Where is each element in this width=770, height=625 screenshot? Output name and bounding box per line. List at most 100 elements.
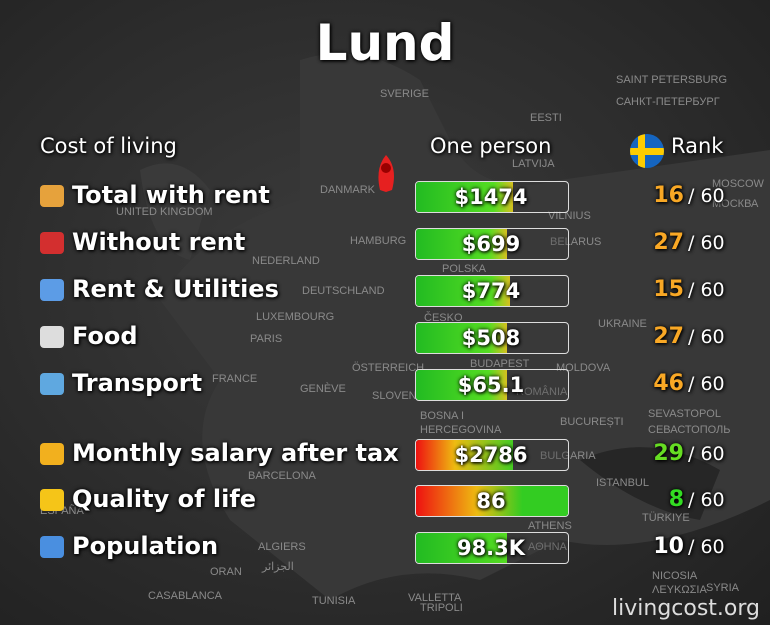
row-label: Food — [72, 322, 138, 350]
row-rank: 46 — [653, 371, 684, 396]
map-label: ČESKO — [424, 312, 463, 324]
map-label: DANMARK — [320, 184, 376, 196]
map-label: BOSNA I — [420, 410, 465, 422]
row-rank: 29 — [653, 441, 684, 466]
bar — [415, 322, 569, 354]
map-label: TÜRKIYE — [642, 512, 690, 524]
map-label: NICOSIA — [652, 570, 698, 582]
row-rank: 27 — [653, 324, 684, 349]
map-label: BULGARIA — [540, 450, 596, 462]
row-rank: 27 — [653, 230, 684, 255]
rank-total: / 60 — [688, 185, 725, 207]
row-rank: 16 — [653, 183, 684, 208]
map-label: ΑΘΗΝΑ — [528, 541, 567, 553]
row-label: Without rent — [72, 228, 246, 256]
map-label: BUCUREȘTI — [560, 416, 624, 428]
map-label: CASABLANCA — [148, 590, 222, 602]
map-label: POLSKA — [442, 263, 487, 275]
map-label: TUNISIA — [312, 595, 356, 607]
map-label: ÖSTERREICH — [352, 362, 425, 374]
map-label: SYRIA — [706, 582, 740, 594]
row-label: Quality of life — [72, 485, 257, 513]
row-label: Total with rent — [72, 181, 270, 209]
bar — [415, 369, 569, 401]
map-label: HAMBURG — [350, 235, 407, 247]
bar — [415, 485, 569, 517]
map-label: UNITED KINGDOM — [116, 206, 213, 218]
row-value: $774 — [461, 279, 521, 303]
header-rank: Rank — [671, 134, 724, 158]
map-label: ISTANBUL — [596, 477, 649, 489]
rank-total: / 60 — [688, 373, 725, 395]
map-label: МОСКВА — [712, 198, 759, 210]
row-label: Population — [72, 532, 219, 560]
header-column: One person — [430, 134, 552, 158]
row-value: $699 — [461, 232, 521, 256]
rank-total: / 60 — [688, 489, 725, 511]
title: Lund — [315, 14, 455, 72]
row-label: Monthly salary after tax — [72, 439, 399, 467]
row-value: 86 — [476, 489, 506, 513]
row-value: $1474 — [454, 185, 528, 209]
bar-fill — [416, 486, 568, 516]
map-label: EESTI — [530, 112, 562, 124]
bar-fill — [416, 323, 508, 353]
map-label: MOLDOVA — [556, 362, 611, 374]
map-label: ATHENS — [528, 520, 572, 532]
map-label: FRANCE — [212, 373, 258, 385]
bar-fill — [416, 182, 514, 212]
map-label: HERCEGOVINA — [420, 424, 502, 436]
rank-total: / 60 — [688, 326, 725, 348]
bar — [415, 275, 569, 307]
bar — [415, 439, 569, 471]
map-label: ROMÂNIA — [516, 386, 568, 398]
map-label: BELARUS — [550, 236, 602, 248]
map-label: BUDAPEST — [470, 358, 530, 370]
map-label: SVERIGE — [380, 88, 429, 100]
bar — [415, 228, 569, 260]
map-label: MOSCOW — [712, 178, 764, 190]
header-category: Cost of living — [40, 134, 177, 158]
map-label: ALGIERS — [258, 541, 306, 553]
map-label: NEDERLAND — [252, 255, 320, 267]
bar-fill — [416, 440, 514, 470]
rank-total: / 60 — [688, 279, 725, 301]
bar-fill — [416, 370, 508, 400]
map-label: LATVIJA — [512, 158, 555, 170]
row-label: Rent & Utilities — [72, 275, 279, 303]
row-icon — [40, 443, 64, 465]
rank-total: / 60 — [688, 536, 725, 558]
rank-total: / 60 — [688, 443, 725, 465]
row-value: $2786 — [454, 443, 528, 467]
row-icon — [40, 326, 64, 348]
rank-total: / 60 — [688, 232, 725, 254]
row-rank: 15 — [653, 277, 684, 302]
map-label: PARIS — [250, 333, 283, 345]
row-icon — [40, 232, 64, 254]
map-label: ΛΕΥΚΩΣΙΑ — [652, 584, 707, 596]
row-rank: 10 — [653, 534, 684, 559]
map-label: GENÈVE — [300, 383, 346, 395]
flag — [630, 134, 664, 168]
map-label: TRIPOLI — [420, 602, 463, 614]
map-label: VILNIUS — [548, 210, 591, 222]
map-label: ORAN — [210, 566, 242, 578]
row-icon — [40, 279, 64, 301]
map-label: الجزائر — [262, 561, 294, 573]
row-icon — [40, 373, 64, 395]
map-label: BARCELONA — [248, 470, 316, 482]
bar-fill — [416, 533, 508, 563]
map-label: LUXEMBOURG — [256, 311, 335, 323]
bar — [415, 532, 569, 564]
map-label: СЕВАСТОПОЛЬ — [648, 424, 731, 436]
row-icon — [40, 536, 64, 558]
map-label: SEVASTOPOL — [648, 408, 721, 420]
map-pin — [378, 155, 394, 192]
row-value: $508 — [461, 326, 521, 350]
row-label: Transport — [72, 369, 203, 397]
map-label: VALLETTA — [408, 592, 462, 604]
map-label: UKRAINE — [598, 318, 647, 330]
bar — [415, 181, 569, 213]
row-value: $65.1 — [457, 373, 525, 397]
row-icon — [40, 185, 64, 207]
